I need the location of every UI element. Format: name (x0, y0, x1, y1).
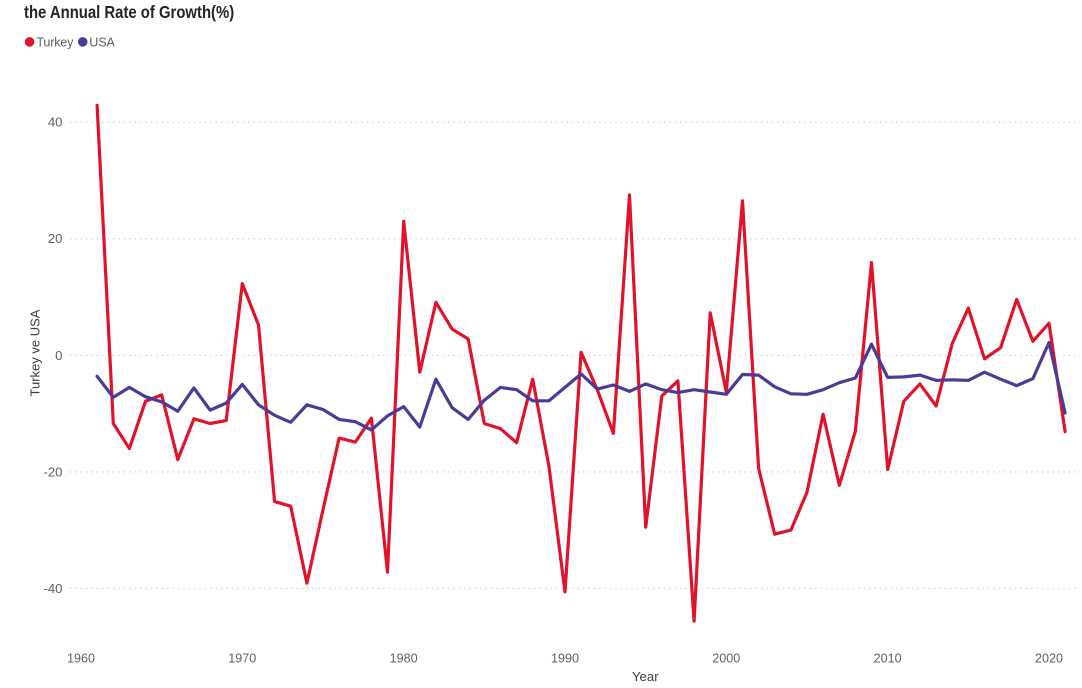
svg-text:Turkey: Turkey (36, 35, 74, 49)
svg-text:0: 0 (55, 348, 62, 363)
svg-text:2000: 2000 (712, 651, 740, 665)
svg-text:40: 40 (48, 115, 63, 130)
svg-text:1990: 1990 (551, 651, 579, 665)
svg-text:-40: -40 (43, 581, 62, 596)
svg-text:1960: 1960 (67, 651, 95, 665)
svg-text:1980: 1980 (390, 651, 418, 665)
svg-text:-20: -20 (43, 464, 62, 479)
svg-text:2010: 2010 (874, 651, 902, 665)
svg-text:Year: Year (632, 669, 659, 683)
svg-text:2020: 2020 (1035, 651, 1063, 665)
svg-text:1970: 1970 (228, 651, 256, 665)
svg-text:20: 20 (48, 231, 63, 246)
svg-text:Turkey ve USA: Turkey ve USA (28, 309, 43, 396)
svg-text:USA: USA (89, 35, 115, 49)
